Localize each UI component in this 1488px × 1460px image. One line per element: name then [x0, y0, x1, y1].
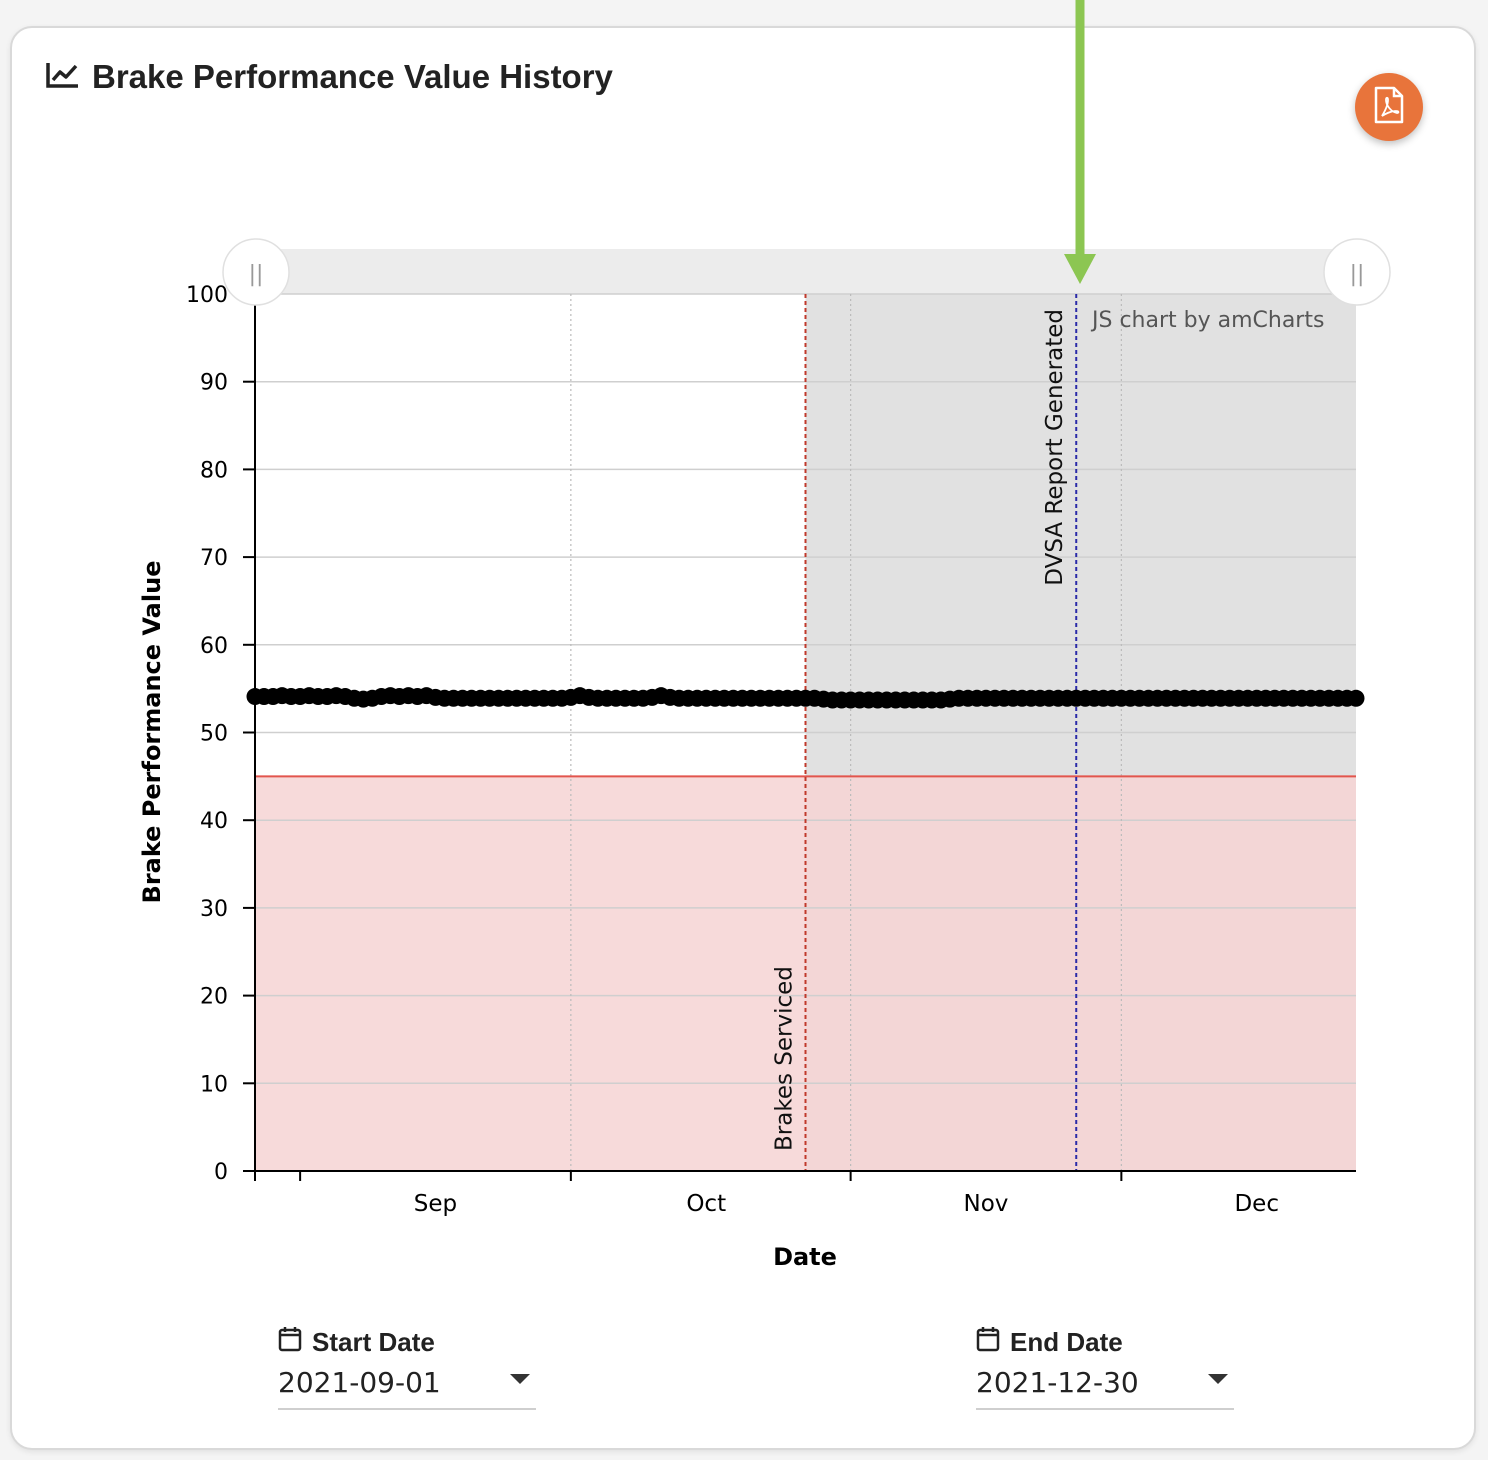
scrollbar-left-grip[interactable]: ||	[222, 238, 290, 306]
scrollbar-track[interactable]	[255, 249, 1356, 294]
y-tick-label: 0	[214, 1160, 228, 1185]
y-tick-label: 90	[200, 371, 228, 396]
card-title: Brake Performance Value History	[92, 58, 613, 95]
y-tick-label: 40	[200, 809, 228, 834]
x-tick-label: Oct	[686, 1191, 726, 1217]
end-date-label: End Date	[1010, 1327, 1123, 1357]
end-date-value: 2021-12-30	[976, 1366, 1139, 1399]
y-tick-label: 30	[200, 897, 228, 922]
calendar-icon	[278, 1326, 302, 1359]
end-date-field[interactable]: 2021-12-30	[976, 1364, 1234, 1410]
left-grip-label: ||	[249, 262, 264, 287]
event-label: DVSA Report Generated	[1042, 309, 1068, 586]
y-tick-label: 100	[186, 283, 228, 308]
export-pdf-button[interactable]	[1355, 73, 1423, 141]
x-tick-label: Dec	[1234, 1191, 1279, 1217]
x-tick-label: Nov	[964, 1191, 1009, 1217]
right-grip-label: ||	[1350, 262, 1365, 287]
card-header: Brake Performance Value History	[46, 58, 613, 96]
start-date-field[interactable]: 2021-09-01	[278, 1364, 536, 1410]
y-tick-label: 20	[200, 985, 228, 1010]
y-tick-label: 80	[200, 458, 228, 483]
start-date-picker: Start Date 2021-09-01	[278, 1326, 536, 1410]
y-axis-title: Brake Performance Value	[138, 561, 166, 904]
start-date-value: 2021-09-01	[278, 1366, 441, 1399]
calendar-icon	[976, 1326, 1000, 1359]
y-tick-label: 10	[200, 1072, 228, 1097]
chevron-down-icon[interactable]	[510, 1374, 530, 1384]
event-label: Brakes Serviced	[772, 966, 798, 1151]
start-date-label: Start Date	[312, 1327, 435, 1357]
brake-performance-chart: Brakes Serviced DVSA Report Generated 0 10…	[138, 238, 1391, 1271]
y-tick-label: 60	[200, 634, 228, 659]
end-date-picker: End Date 2021-12-30	[976, 1326, 1234, 1410]
data-point	[1347, 689, 1365, 707]
x-axis-title: Date	[773, 1243, 837, 1271]
y-tick-label: 70	[200, 546, 228, 571]
x-tick-label: Sep	[414, 1191, 457, 1217]
amcharts-watermark[interactable]: JS chart by amCharts	[1090, 308, 1324, 333]
line-chart-icon	[46, 61, 80, 94]
chevron-down-icon[interactable]	[1208, 1374, 1228, 1384]
scrollbar-right-grip[interactable]: ||	[1323, 238, 1391, 306]
y-tick-label: 50	[200, 722, 228, 747]
annotation-arrow	[1064, 0, 1096, 284]
pdf-file-icon	[1373, 86, 1405, 129]
